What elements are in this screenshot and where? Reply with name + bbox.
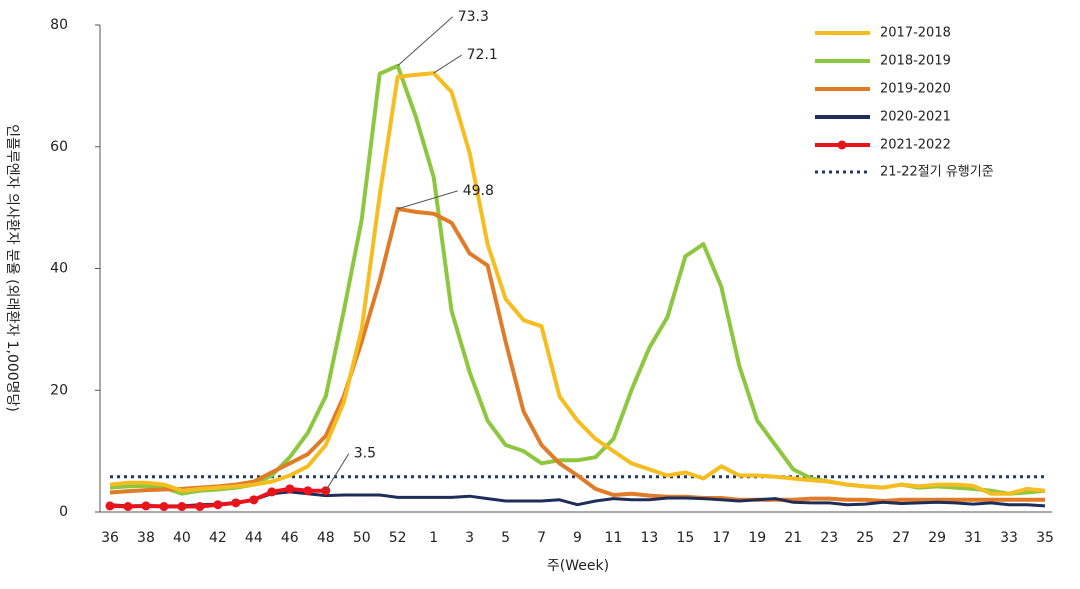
legend-label: 2018-2019 (880, 54, 951, 69)
series-marker (249, 495, 259, 505)
y-axis-label: 인플루엔자 의사환자 분율 (외래환자 1,000명당) (4, 124, 20, 412)
x-tick-label: 29 (928, 530, 946, 546)
legend-label: 2017-2018 (880, 26, 951, 41)
x-tick-label: 11 (605, 530, 623, 546)
y-tick-label: 60 (50, 139, 68, 155)
annotation-leader (397, 16, 454, 67)
annotation-leader (325, 453, 350, 491)
x-tick-label: 5 (501, 530, 510, 546)
annotation: 73.3 (458, 9, 489, 25)
series-line (109, 63, 1046, 496)
x-axis-label: 주(Week) (547, 558, 609, 574)
series-marker (267, 487, 277, 497)
series-marker (141, 501, 151, 511)
y-tick-label: 40 (50, 261, 68, 277)
x-tick-label: 13 (641, 530, 659, 546)
x-tick-label: 15 (676, 530, 694, 546)
series-line (109, 206, 1045, 503)
x-tick-label: 44 (245, 530, 263, 546)
series-marker (195, 502, 205, 512)
x-tick-label: 46 (281, 530, 299, 546)
series-marker (231, 498, 241, 508)
annotation: 49.8 (463, 183, 494, 199)
x-tick-label: 7 (537, 530, 546, 546)
x-tick-label: 38 (137, 530, 155, 546)
series-marker (105, 501, 115, 511)
legend-label: 21-22절기 유행기준 (880, 164, 994, 180)
series-marker (303, 486, 313, 496)
legend-label: 2019-2020 (880, 82, 951, 97)
legend-marker (837, 140, 847, 150)
legend-label: 2020-2021 (880, 110, 951, 125)
series-marker (177, 502, 187, 512)
x-tick-label: 23 (820, 530, 838, 546)
x-tick-label: 3 (465, 530, 474, 546)
annotation-leader (433, 54, 462, 74)
x-tick-label: 31 (964, 530, 982, 546)
x-tick-label: 40 (173, 530, 191, 546)
series-marker (213, 500, 223, 510)
series-line (109, 71, 1046, 496)
series-marker (159, 502, 169, 512)
y-tick-label: 80 (50, 17, 68, 33)
x-tick-label: 35 (1036, 530, 1054, 546)
x-tick-label: 42 (209, 530, 227, 546)
x-tick-label: 25 (856, 530, 874, 546)
x-tick-label: 19 (748, 530, 766, 546)
legend-label: 2021-2022 (880, 138, 951, 153)
x-tick-label: 27 (892, 530, 910, 546)
y-tick-label: 0 (59, 504, 68, 520)
annotation: 72.1 (467, 47, 498, 63)
x-tick-label: 9 (573, 530, 582, 546)
x-tick-label: 17 (712, 530, 730, 546)
x-tick-label: 1 (429, 530, 438, 546)
annotation: 3.5 (354, 446, 376, 462)
x-tick-label: 21 (784, 530, 802, 546)
series-marker (123, 502, 133, 512)
annotation-leader (397, 190, 458, 210)
x-tick-label: 48 (317, 530, 335, 546)
y-tick-label: 20 (50, 382, 68, 398)
x-tick-label: 33 (1000, 530, 1018, 546)
x-tick-label: 52 (389, 530, 407, 546)
series-marker (285, 484, 295, 494)
x-tick-label: 50 (353, 530, 371, 546)
x-tick-label: 36 (101, 530, 119, 546)
